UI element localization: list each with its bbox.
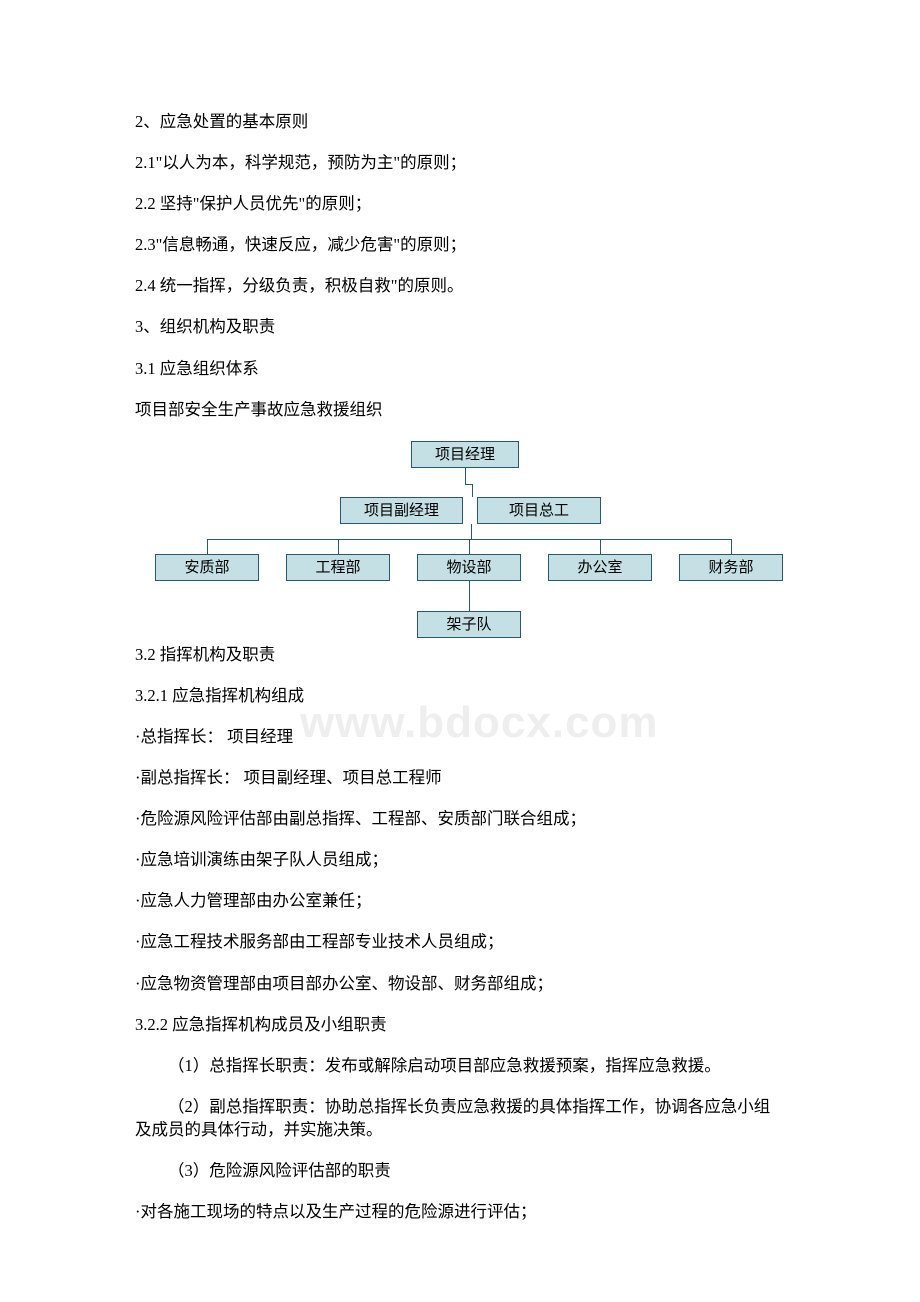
org-node-bottom: 架子队 — [417, 611, 521, 638]
para-tech: ·应急工程技术服务部由工程部专业技术人员组成； — [135, 930, 785, 953]
para-training: ·应急培训演练由架子队人员组成； — [135, 848, 785, 871]
para-3: 3、组织机构及职责 — [135, 315, 785, 338]
para-duty-3-detail: ·对各施工现场的特点以及生产过程的危险源进行评估； — [135, 1200, 785, 1223]
para-3-1-desc: 项目部安全生产事故应急救援组织 — [135, 398, 785, 421]
para-2-2: 2.2 坚持"保护人员优先"的原则； — [135, 192, 785, 215]
para-2-4: 2.4 统一指挥，分级负责，积极自救"的原则。 — [135, 274, 785, 297]
org-line-7 — [469, 539, 470, 554]
para-3-2: 3.2 指挥机构及职责 — [135, 643, 785, 666]
para-3-2-2: 3.2.2 应急指挥机构成员及小组职责 — [135, 1013, 785, 1036]
org-line-1 — [465, 484, 472, 485]
org-node-b2: 工程部 — [286, 554, 390, 581]
para-3-1: 3.1 应急组织体系 — [135, 357, 785, 380]
org-line-2 — [472, 484, 473, 497]
para-commander: ·总指挥长： 项目经理 — [135, 725, 785, 748]
org-chart: 项目经理项目副经理项目总工安质部工程部物设部办公室财务部架子队 — [135, 439, 795, 639]
org-line-5 — [207, 539, 208, 554]
org-node-b5: 财务部 — [679, 554, 783, 581]
para-2-1: 2.1"以人为本，科学规范，预防为主"的原则； — [135, 151, 785, 174]
org-node-b4: 办公室 — [548, 554, 652, 581]
org-line-0 — [465, 468, 466, 484]
org-node-b1: 安质部 — [155, 554, 259, 581]
org-line-3 — [471, 524, 472, 539]
para-duty-2: （2）副总指挥职责：协助总指挥长负责应急救援的具体指挥工作，协调各应急小组及成员… — [135, 1095, 785, 1141]
para-2-3: 2.3"信息畅通，快速反应，减少危害"的原则； — [135, 233, 785, 256]
para-2: 2、应急处置的基本原则 — [135, 110, 785, 133]
para-duty-1: （1）总指挥长职责：发布或解除启动项目部应急救援预案，指挥应急救援。 — [135, 1054, 785, 1077]
para-materials: ·应急物资管理部由项目部办公室、物设部、财务部组成； — [135, 972, 785, 995]
org-node-b3: 物设部 — [417, 554, 521, 581]
para-3-2-1: 3.2.1 应急指挥机构组成 — [135, 684, 785, 707]
para-duty-3: （3）危险源风险评估部的职责 — [135, 1159, 785, 1182]
org-line-9 — [731, 539, 732, 554]
org-line-10 — [469, 581, 470, 611]
org-node-top: 项目经理 — [411, 441, 519, 468]
para-deputy-commander: ·副总指挥长： 项目副经理、项目总工程师 — [135, 766, 785, 789]
org-node-mid2: 项目总工 — [477, 497, 601, 524]
org-node-mid1: 项目副经理 — [340, 497, 463, 524]
org-line-6 — [338, 539, 339, 554]
para-risk-dept: ·危险源风险评估部由副总指挥、工程部、安质部门联合组成； — [135, 807, 785, 830]
para-hr: ·应急人力管理部由办公室兼任； — [135, 889, 785, 912]
org-line-8 — [600, 539, 601, 554]
